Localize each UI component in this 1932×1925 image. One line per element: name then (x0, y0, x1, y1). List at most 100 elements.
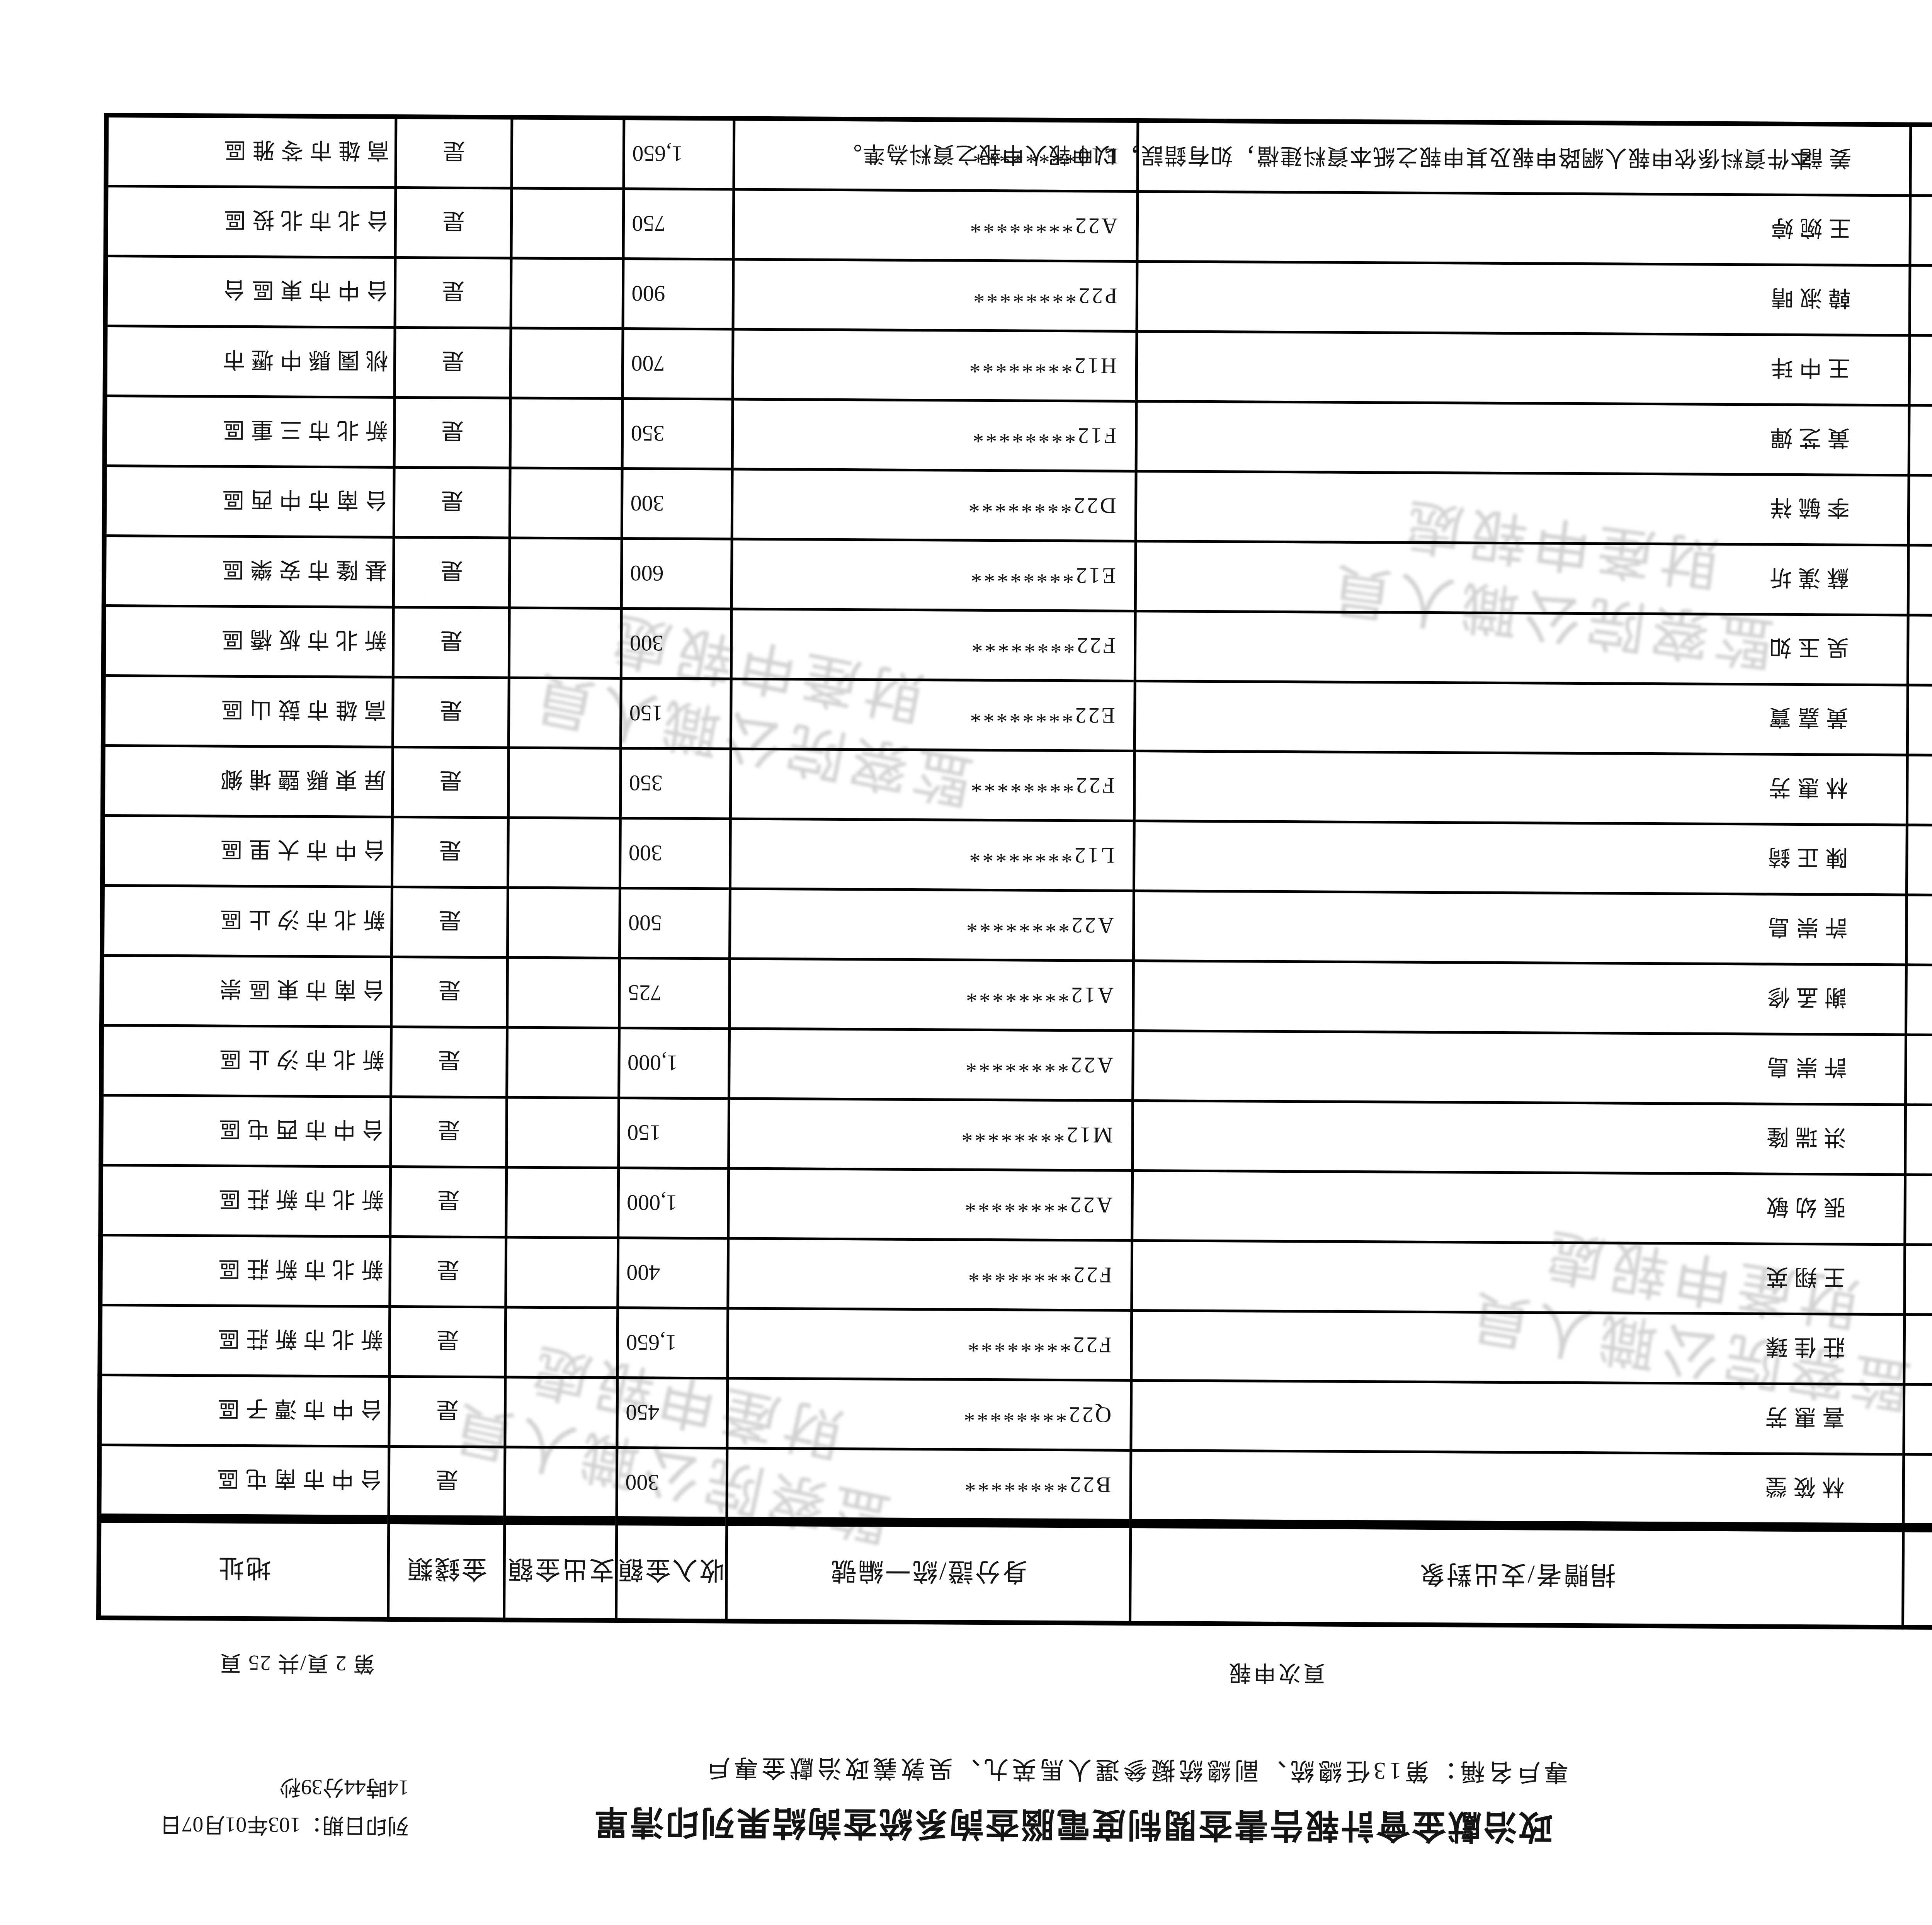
cell-expense (509, 748, 621, 818)
cell-address: 新北市汐止區 (101, 1025, 391, 1097)
cell-address: 新北市三重區 (105, 396, 395, 468)
print-date-block: 列印日期：103年01月07日 14時44分39秒 (160, 1767, 409, 1844)
table-row: 38101/01/13個人捐贈收入韓淑晴P22********900是台中市東區… (105, 256, 1932, 339)
cell-id: F12******** (733, 399, 1137, 471)
cell-id: P22******** (733, 259, 1138, 331)
page-title: 政治獻金會計報告書查閱制度電腦查詢系統查詢結果列印清單 (593, 1800, 1553, 1854)
report-type-label: 頁次申報 (1226, 1658, 1325, 1691)
cell-donor: 許崇島 (1134, 891, 1907, 964)
cell-monetary: 是 (394, 537, 510, 608)
cell-id: Q22******** (727, 1378, 1131, 1450)
cell-address: 台中市東區台 (105, 256, 396, 328)
cell-address: 台南市東區崇 (102, 956, 392, 1027)
cell-id: F22******** (728, 1308, 1132, 1380)
cell-income: 300 (620, 818, 731, 889)
cell-address: 台中市潭子區 (99, 1375, 389, 1446)
cell-monetary: 是 (389, 1306, 506, 1377)
cell-expense (505, 1447, 617, 1521)
cell-id: E22******** (731, 679, 1135, 751)
cell-donor: 韓淑晴 (1137, 262, 1910, 335)
cell-expense (511, 188, 624, 259)
cell-donor: 陳正錡 (1134, 821, 1907, 894)
cell-category: 個人捐贈收入 (1908, 685, 1932, 757)
cell-income: 1,000 (619, 1028, 730, 1099)
cell-address: 桃園縣中壢市 (105, 326, 395, 398)
table-row: 37101/01/13個人捐贈收入王中玤H12********700是桃園縣中壢… (105, 326, 1932, 409)
cell-category: 個人捐贈收入 (1910, 265, 1932, 337)
cell-category: 個人捐贈收入 (1904, 1384, 1932, 1456)
cell-donor: 王中玤 (1137, 332, 1910, 405)
cell-donor: 謝孟修 (1133, 961, 1906, 1034)
cell-monetary: 是 (394, 467, 510, 538)
cell-id: F22******** (728, 1238, 1132, 1310)
cell-income: 750 (623, 189, 734, 259)
column-header-category: 收支科目 (1903, 1527, 1932, 1629)
table-row: 36101/01/13個人捐贈收入黃芝嬋F12********350是新北市三重… (105, 396, 1932, 479)
cell-address: 高雄市苓雅區 (106, 115, 396, 187)
cell-id: A22******** (730, 889, 1134, 961)
cell-donor: 林惠芳 (1134, 751, 1908, 825)
cell-category: 個人捐贈收入 (1908, 615, 1932, 687)
cell-category: 個人捐贈收入 (1905, 1245, 1932, 1316)
table-row: 31101/01/13個人捐贈收入林惠芳F22********350是屏東縣鹽埔… (103, 746, 1932, 829)
cell-expense (507, 957, 620, 1028)
cell-category: 個人捐贈收入 (1903, 1454, 1932, 1529)
table-row: 35101/01/13個人捐贈收入李毓祥D22********300是台南市中西… (104, 466, 1932, 549)
cell-id: F22******** (731, 749, 1135, 821)
cell-monetary: 是 (390, 1167, 507, 1237)
cell-expense (506, 1237, 618, 1308)
cell-category: 個人捐贈收入 (1906, 1035, 1932, 1106)
cell-category: 個人捐贈收入 (1910, 124, 1932, 197)
cell-donor: 許崇島 (1133, 1031, 1906, 1104)
cell-address: 高雄市鼓山區 (103, 676, 393, 747)
cell-expense (506, 1167, 619, 1238)
cell-donor: 蘇漢圻 (1136, 541, 1909, 615)
cell-monetary: 是 (393, 607, 510, 678)
cell-category: 個人捐贈收入 (1906, 965, 1932, 1036)
cell-address: 新北市汐止區 (102, 886, 392, 957)
cell-expense (511, 258, 624, 329)
cell-id: H12******** (733, 329, 1137, 401)
cell-expense (509, 678, 621, 748)
cell-id: A22******** (728, 1168, 1133, 1240)
cell-id: A22******** (733, 189, 1138, 261)
cell-category: 個人捐贈收入 (1909, 475, 1932, 547)
cell-monetary: 是 (391, 1097, 507, 1167)
cell-monetary: 是 (389, 1446, 505, 1520)
cell-category: 個人捐贈收入 (1906, 895, 1932, 966)
cell-donor: 洪瑞隆 (1133, 1100, 1906, 1174)
cell-donor: 李毓祥 (1136, 471, 1909, 545)
table-row: 34101/01/13個人捐贈收入蘇漢圻E12********600是基隆市安樂… (104, 536, 1932, 619)
cell-income: 300 (622, 469, 733, 539)
table-row: 30101/01/13個人捐贈收入陳正錡L12********300是台中市大里… (102, 816, 1932, 899)
column-header-monetary: 金錢類 (388, 1520, 505, 1620)
table-row: 28101/01/13個人捐贈收入謝孟修A12********725是台南市東區… (102, 956, 1932, 1039)
table-row: 22101/01/13個人捐贈收入喜惠芳Q22********450是台中市潭子… (99, 1375, 1932, 1458)
table-row: 29101/01/13個人捐贈收入許崇島A22********500是新北市汐止… (102, 886, 1932, 969)
table-row: 24101/01/13個人捐贈收入王翔英F22********400是新北市新莊… (100, 1235, 1932, 1318)
cell-address: 台北市北投區 (105, 186, 396, 258)
cell-income: 1,650 (624, 118, 734, 189)
print-date-line1: 列印日期：103年01月07日 (160, 1805, 409, 1844)
cell-id: L12******** (730, 819, 1134, 891)
cell-id: B22******** (727, 1448, 1131, 1524)
cell-category: 個人捐贈收入 (1905, 1175, 1932, 1246)
table-row: 26101/01/13個人捐贈收入洪瑞隆M12********150是台中市西屯… (101, 1095, 1932, 1178)
cell-income: 300 (621, 609, 732, 679)
cell-income: 600 (622, 539, 732, 609)
print-date-line2: 14時44分39秒 (160, 1767, 409, 1806)
cell-donor: 莊佳臻 (1131, 1310, 1905, 1384)
account-name-line: 專戶名稱：第13任總統、副總統擬參選人馬英九、吳敦義政治獻金專戶 (702, 1752, 1568, 1792)
cell-income: 725 (619, 958, 730, 1029)
cell-category: 個人捐贈收入 (1908, 545, 1932, 617)
donations-table: 序號交易日期收支科目捐贈者/支出對象身分證/統一編號收入金額支出金額金錢類地址 … (96, 113, 1932, 1633)
cell-id: M12******** (729, 1099, 1133, 1170)
cell-monetary: 是 (389, 1376, 505, 1447)
column-header-expense: 支出金額 (504, 1520, 617, 1621)
cell-address: 新北市板橋區 (104, 606, 394, 677)
cell-income: 300 (617, 1448, 727, 1522)
cell-category: 個人捐贈收入 (1907, 755, 1932, 826)
cell-monetary: 是 (393, 747, 509, 818)
